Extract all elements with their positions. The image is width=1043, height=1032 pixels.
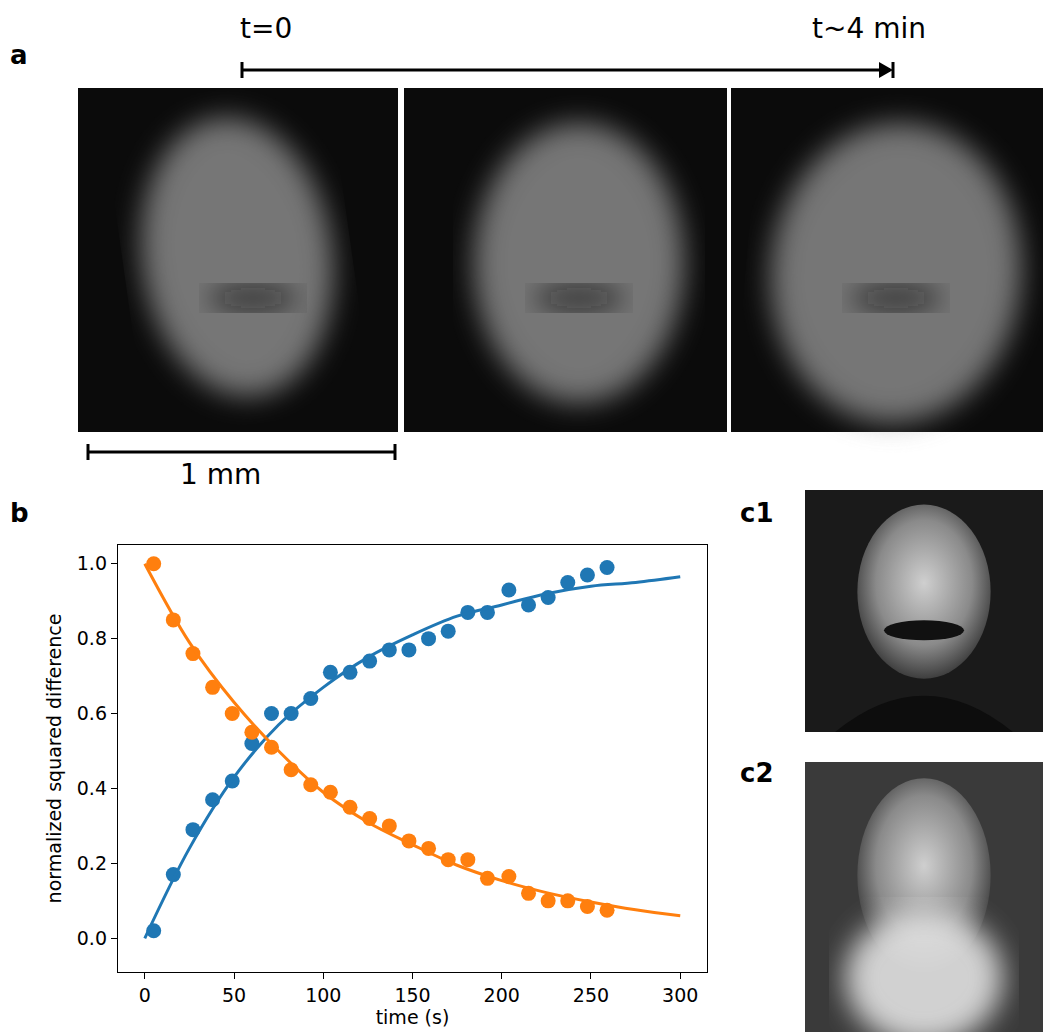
svg-text:0.8: 0.8 <box>77 627 107 649</box>
svg-text:100: 100 <box>305 984 341 1006</box>
html-text:c1: c1 <box>740 498 774 528</box>
svg-text:0: 0 <box>139 984 151 1006</box>
svg-text:1.0: 1.0 <box>77 552 107 574</box>
html-text:c2: c2 <box>740 758 774 788</box>
svg-text:200: 200 <box>484 984 520 1006</box>
svg-text:0.2: 0.2 <box>77 852 107 874</box>
svg-text:0.0: 0.0 <box>77 927 107 949</box>
svg-text:0.4: 0.4 <box>77 777 107 799</box>
svg-text:150: 150 <box>394 984 430 1006</box>
svg-text:50: 50 <box>222 984 246 1006</box>
html-text:t~4 min: t~4 min <box>812 12 926 45</box>
html-text:1 mm: 1 mm <box>180 458 262 491</box>
html-text:t=0: t=0 <box>240 12 293 45</box>
svg-text:300: 300 <box>662 984 698 1006</box>
svg-text:0.6: 0.6 <box>77 702 107 724</box>
svg-text:250: 250 <box>573 984 609 1006</box>
svg-text:normalized squared difference: normalized squared difference <box>43 614 65 904</box>
html-text:b: b <box>10 498 29 528</box>
svg-text:time (s): time (s) <box>376 1006 450 1028</box>
html-text:a: a <box>10 40 28 70</box>
